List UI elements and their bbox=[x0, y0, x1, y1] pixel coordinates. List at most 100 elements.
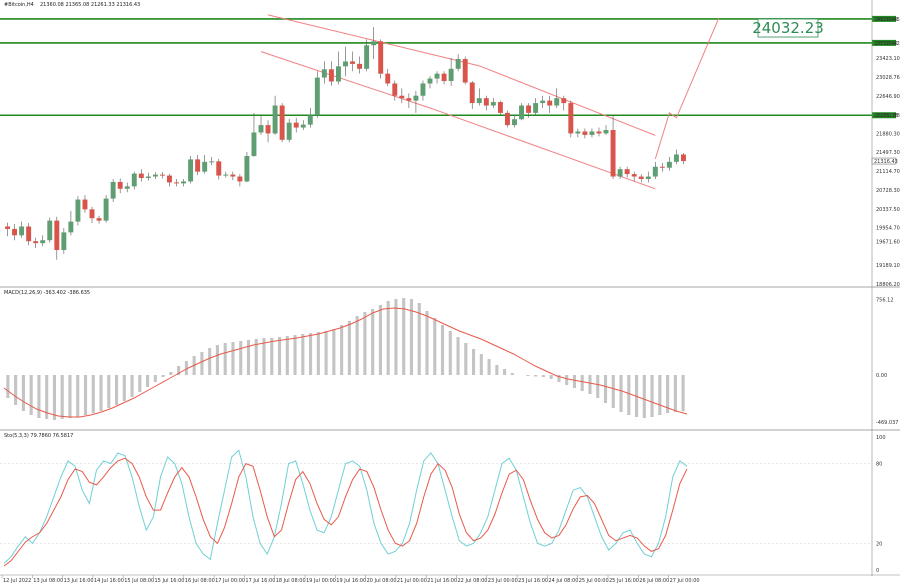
candle-body bbox=[145, 176, 151, 179]
candle-body bbox=[533, 103, 539, 113]
candle-body bbox=[575, 131, 581, 134]
candle-body bbox=[378, 41, 384, 74]
candle-body bbox=[434, 73, 440, 79]
candle-body bbox=[174, 182, 179, 184]
candle-body bbox=[82, 199, 88, 210]
time-axis-label: 21 Jul 00:00 bbox=[397, 578, 427, 584]
level-price-tag bbox=[872, 15, 896, 22]
time-axis-label: 19 Jul 16:00 bbox=[336, 578, 366, 584]
candle-body bbox=[603, 130, 609, 134]
candle-body bbox=[300, 124, 306, 128]
candle-body bbox=[138, 173, 144, 179]
candle-body bbox=[681, 154, 686, 162]
channel-upper-line bbox=[267, 14, 656, 136]
candle-body bbox=[420, 83, 426, 96]
time-axis-label: 21 Jul 16:00 bbox=[427, 578, 457, 584]
candle-body bbox=[61, 232, 67, 251]
candle-body bbox=[286, 122, 292, 140]
stoch-title: Sto(5,3,3) 79.7860 76.5817 bbox=[4, 433, 73, 439]
candle-body bbox=[5, 226, 10, 229]
candle-body bbox=[448, 68, 454, 82]
candle-body bbox=[258, 125, 264, 133]
stoch-tick-label: 100 bbox=[876, 435, 886, 441]
candle-body bbox=[540, 100, 546, 104]
price-tick-label: 23028.76 bbox=[876, 75, 900, 81]
target-box bbox=[757, 18, 819, 38]
channel-lower-line bbox=[260, 51, 656, 190]
candle-body bbox=[490, 102, 496, 106]
price-tick-label: 22251.38 bbox=[876, 113, 900, 119]
candle-body bbox=[167, 175, 172, 183]
candle-body bbox=[307, 115, 313, 125]
macd-tick-label: 0.00 bbox=[876, 373, 887, 379]
time-axis-label: 16 Jul 08:00 bbox=[185, 578, 215, 584]
candle-body bbox=[631, 174, 637, 177]
candle-body bbox=[216, 161, 222, 176]
candle-body bbox=[350, 61, 356, 64]
macd-tick-label: -469.037 bbox=[876, 420, 898, 426]
candle-body bbox=[124, 186, 130, 189]
stoch-tick-label: 0 bbox=[876, 568, 879, 574]
macd-title: MACD(12,26,9) -363.402 -386.635 bbox=[4, 290, 90, 296]
time-axis-label: 18 Jul 08:00 bbox=[276, 578, 306, 584]
time-axis-label: 12 Jul 2022 bbox=[3, 578, 31, 584]
ohlc-label: 21360.08 21365.08 21261.33 21316.43 bbox=[40, 2, 140, 8]
candle-body bbox=[314, 77, 320, 116]
level-price-label: 24218.45 bbox=[874, 17, 898, 23]
stoch-signal-line bbox=[3, 457, 688, 567]
price-tick-label: 22646.90 bbox=[876, 94, 900, 100]
candle-body bbox=[152, 174, 158, 177]
time-axis-label: 15 Jul 08:00 bbox=[124, 578, 154, 584]
candle-body bbox=[455, 58, 461, 69]
candle-body bbox=[293, 122, 299, 128]
time-axis-label: 25 Jul 00:00 bbox=[579, 578, 609, 584]
candle-body bbox=[392, 83, 398, 96]
time-axis-label: 15 Jul 16:00 bbox=[155, 578, 185, 584]
candle-body bbox=[244, 155, 250, 182]
candle-body bbox=[561, 98, 567, 104]
macd-signal-line bbox=[3, 307, 688, 418]
candle-body bbox=[624, 169, 630, 175]
time-axis-label: 22 Jul 08:00 bbox=[458, 578, 488, 584]
candle-body bbox=[568, 103, 574, 134]
candle-body bbox=[462, 58, 468, 83]
time-axis-label: 23 Jul 00:00 bbox=[488, 578, 518, 584]
target-price-label: 24032.23 bbox=[752, 19, 824, 37]
candle-body bbox=[26, 226, 32, 242]
level-price-label: 22251.38 bbox=[874, 113, 898, 119]
stoch-tick-label: 20 bbox=[876, 541, 882, 547]
candle-body bbox=[364, 45, 370, 69]
candle-body bbox=[68, 221, 74, 233]
candle-body bbox=[652, 166, 658, 177]
candle-body bbox=[589, 131, 595, 135]
price-tick-label: 18806.20 bbox=[876, 282, 900, 288]
price-tick-label: 20337.50 bbox=[876, 207, 900, 213]
candle-body bbox=[117, 181, 123, 189]
candle-body bbox=[321, 69, 327, 78]
candle-body bbox=[110, 181, 116, 199]
candle-body bbox=[519, 105, 524, 120]
candle-body bbox=[596, 131, 602, 134]
candle-body bbox=[371, 41, 377, 46]
price-tick-label: 23728.42 bbox=[876, 41, 900, 47]
candle-body bbox=[610, 130, 616, 177]
candle-body bbox=[526, 105, 532, 113]
level-price-tag bbox=[872, 39, 896, 46]
candle-body bbox=[265, 125, 271, 134]
candle-body bbox=[441, 73, 447, 82]
candle-body bbox=[504, 112, 510, 126]
candle-body bbox=[251, 132, 257, 156]
candle-body bbox=[131, 173, 137, 187]
symbol-label: #Bitcoin,H4 bbox=[4, 2, 34, 8]
candle-body bbox=[75, 199, 81, 222]
candle-body bbox=[89, 209, 95, 219]
candle-body bbox=[476, 98, 482, 104]
price-tick-label: 21880.30 bbox=[876, 131, 900, 137]
stoch-pane bbox=[0, 449, 872, 567]
candle-body bbox=[40, 240, 46, 244]
time-axis-label: 13 Jul 16:00 bbox=[64, 578, 94, 584]
candle-body bbox=[279, 105, 285, 140]
candle-body bbox=[209, 161, 215, 163]
